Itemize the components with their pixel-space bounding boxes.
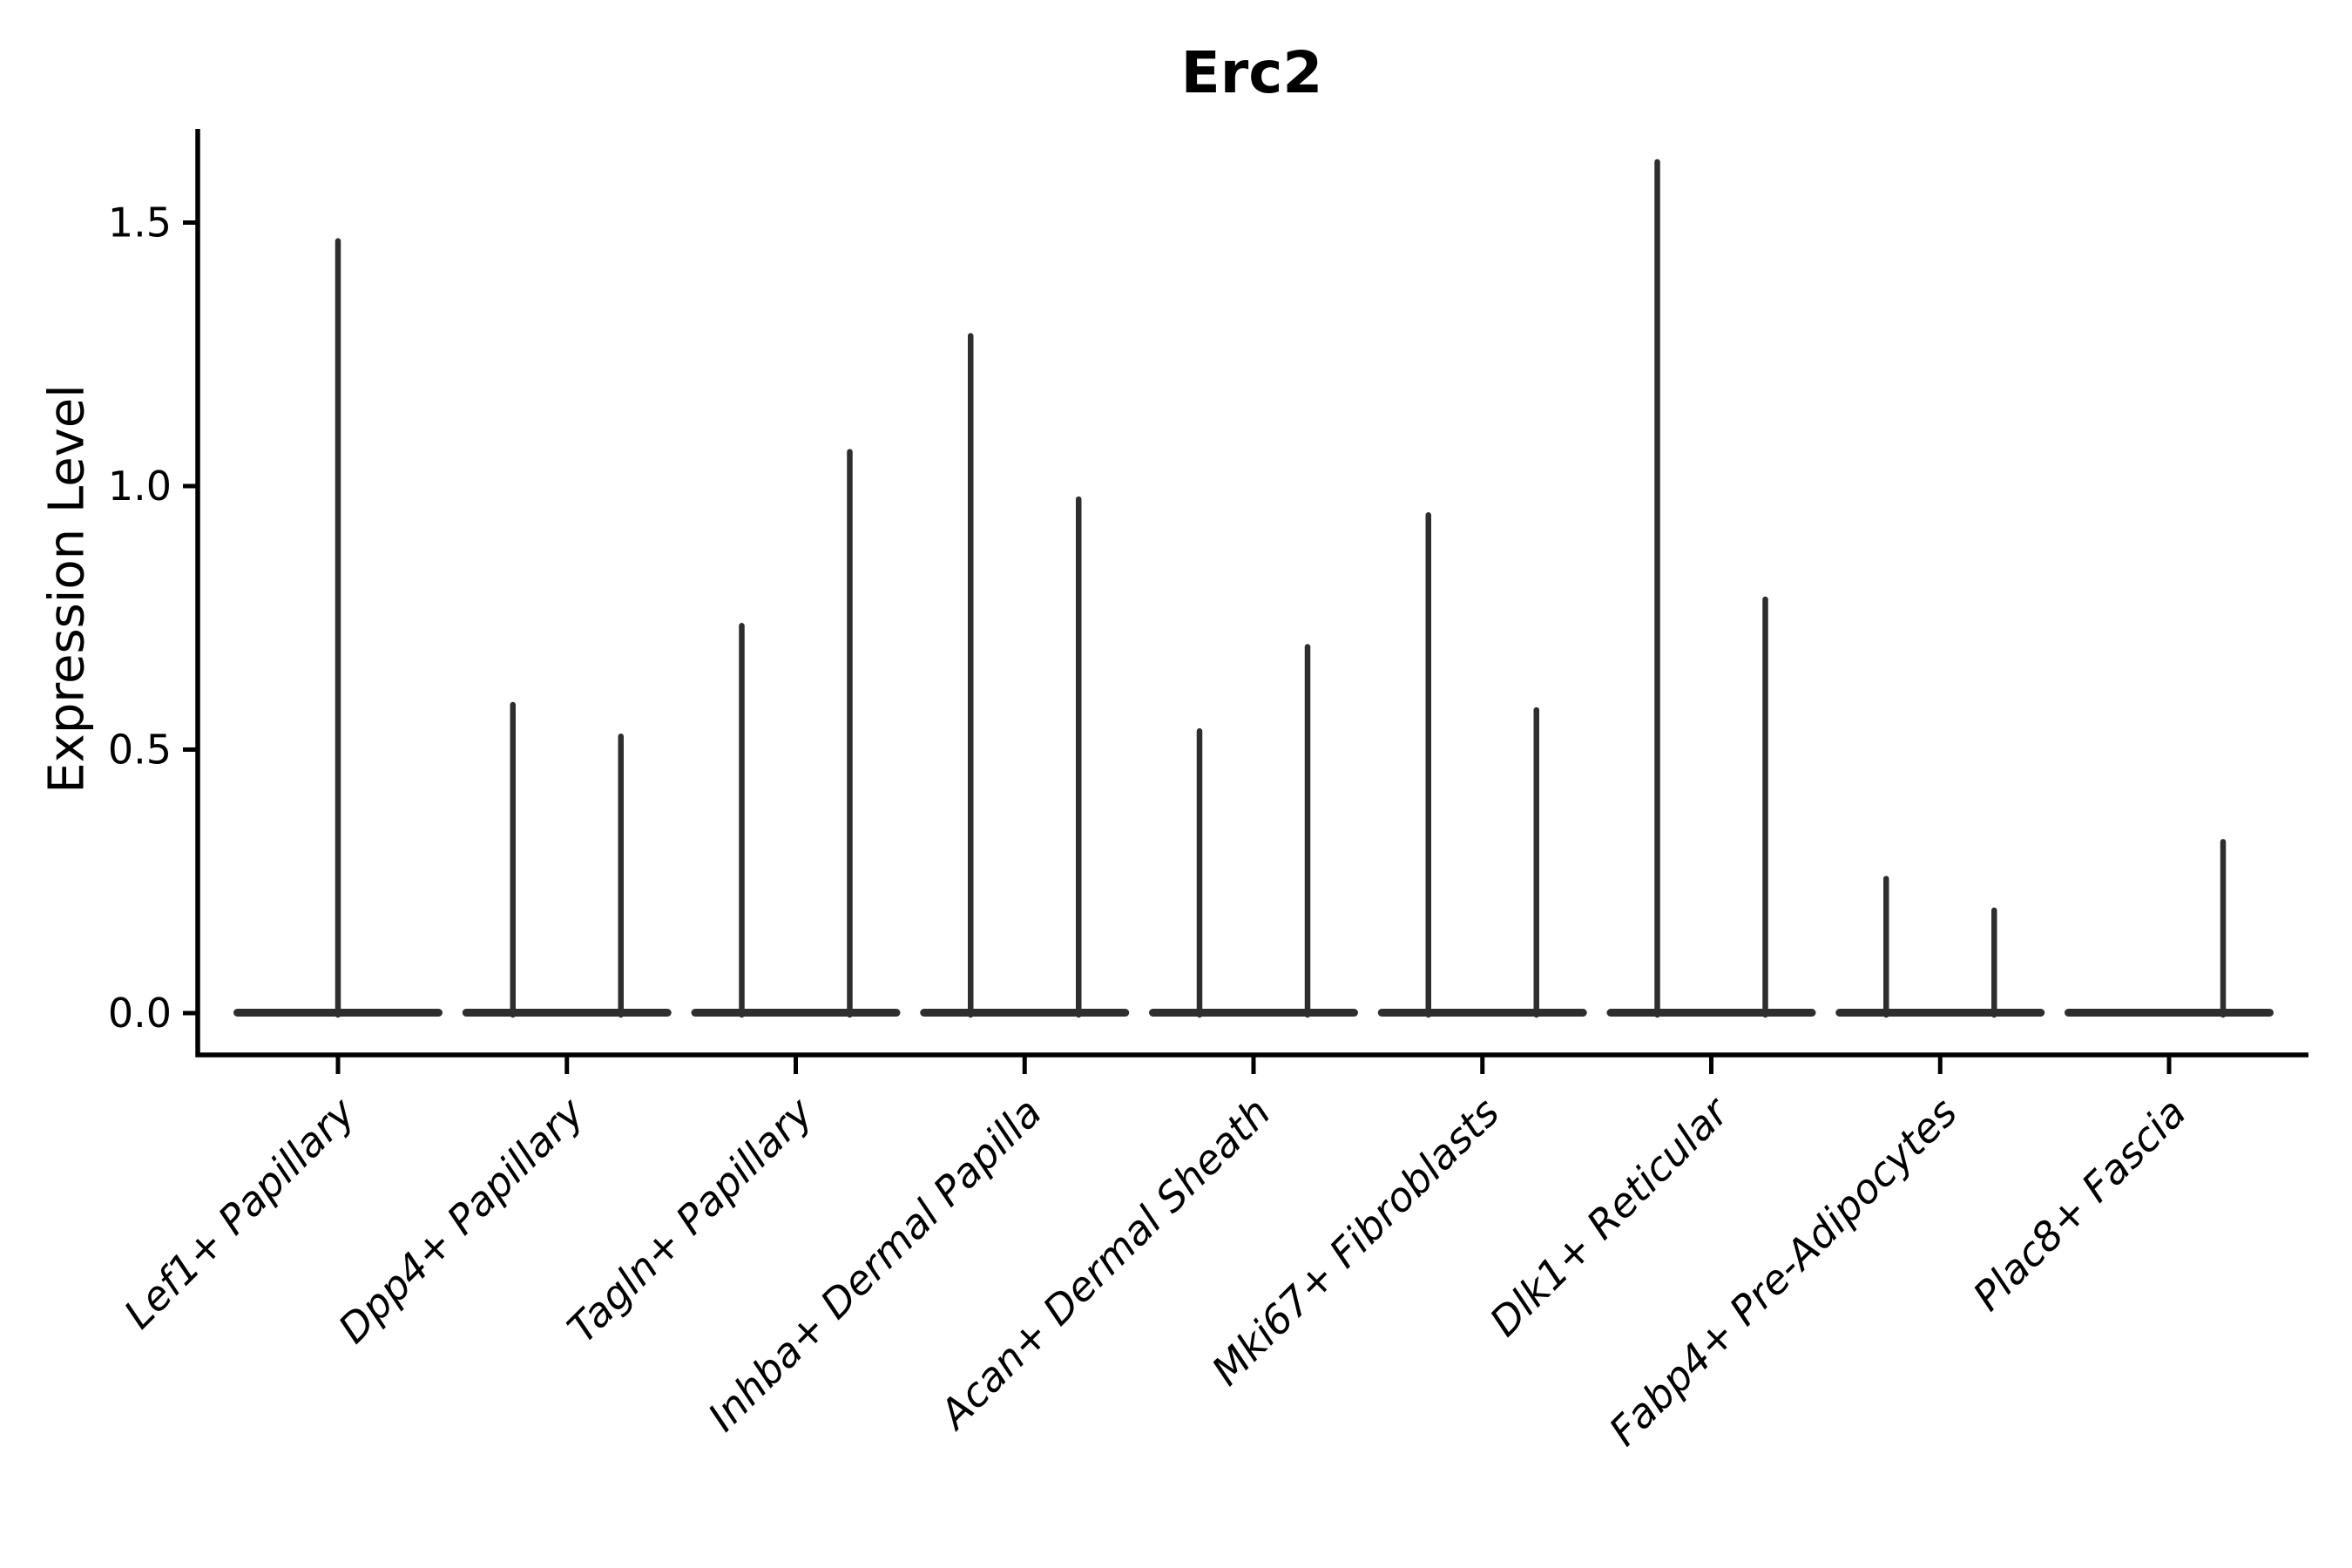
- violin-body: [691, 1009, 901, 1017]
- plot-title: Erc2: [1180, 39, 1323, 106]
- y-tick-label: 0.5: [108, 727, 172, 774]
- y-tick-label: 0.0: [108, 990, 172, 1037]
- violin-body: [1606, 1009, 1816, 1017]
- violin-body: [462, 1009, 672, 1017]
- violin-body: [1835, 1009, 2045, 1017]
- y-tick-label: 1.5: [108, 199, 172, 247]
- x-tick-label: Dlk1+ Reticular: [1481, 1086, 1740, 1345]
- violin-body: [920, 1009, 1130, 1017]
- violin-body: [1377, 1009, 1587, 1017]
- y-tick-label: 1.0: [108, 463, 172, 510]
- x-tick-label: Lef1+ Papillary: [115, 1088, 364, 1337]
- x-tick-label: Tagln+ Papillary: [558, 1088, 822, 1352]
- x-tick-label: Plac8+ Fascia: [1963, 1089, 2194, 1320]
- x-tick-label: Dpp4+ Papillary: [329, 1088, 593, 1352]
- violin-body: [2065, 1009, 2274, 1017]
- axis-spines: [195, 129, 2308, 1058]
- violin-body: [1149, 1009, 1358, 1017]
